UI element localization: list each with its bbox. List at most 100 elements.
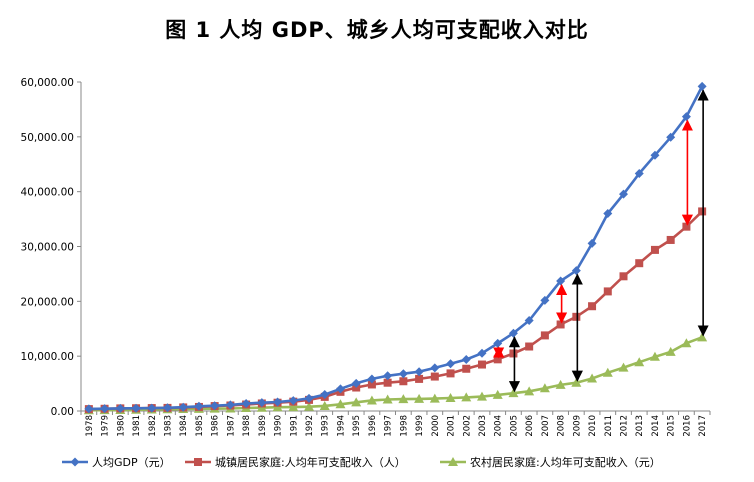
x-tick-label: 1982 [148,415,158,437]
data-point-series-1 [415,374,424,383]
data-point-series-2 [351,397,362,407]
data-point-series-0 [697,81,707,91]
data-point-series-0 [367,374,377,384]
x-tick-label: 2010 [588,415,598,437]
data-point-series-2 [634,357,645,367]
data-point-series-0 [681,112,691,122]
data-point-series-2 [272,402,283,412]
data-point-series-2 [366,395,377,405]
data-point-series-0 [257,398,267,408]
data-point-series-0 [414,367,424,377]
data-point-series-0 [556,276,566,286]
data-point-series-0 [540,295,550,305]
data-point-series-0 [194,401,204,411]
x-tick-label: 1996 [368,415,378,437]
x-tick-label: 2007 [541,415,551,437]
series-line-0 [88,85,704,411]
data-point-series-0 [273,397,283,407]
x-tick-label: 1992 [305,415,315,437]
x-tick-label: 1993 [321,415,331,437]
data-point-series-1 [493,355,502,364]
data-point-series-1 [650,245,659,254]
x-tick-label: 2001 [447,415,457,437]
x-tick-label: 2008 [557,415,567,437]
chart-title: 图 1 人均 GDP、城乡人均可支配收入对比 [165,18,589,42]
data-point-series-0 [650,150,660,160]
data-point-series-2 [319,400,330,410]
x-tick-label: 1985 [195,415,205,437]
data-point-series-0 [461,354,471,364]
y-tick-label: 10,000.00 [21,351,74,363]
data-point-series-0 [288,396,298,406]
x-tick-label: 2004 [494,415,504,437]
x-tick-label: 2006 [525,415,535,437]
data-point-series-2 [618,362,629,372]
data-point-series-0 [351,378,361,388]
data-point-series-0 [430,363,440,373]
data-point-series-1 [462,364,471,373]
data-point-series-1 [383,378,392,387]
x-tick-label: 1983 [163,415,173,437]
x-tick-label: 1990 [274,415,284,437]
x-tick-label: 2015 [667,415,677,437]
data-point-series-2 [414,393,425,403]
data-point-series-2 [429,393,440,403]
x-tick-label: 1995 [352,415,362,437]
data-point-series-2 [398,394,409,404]
x-tick-label: 2003 [478,415,488,437]
x-tick-label: 1989 [258,415,268,437]
x-tick-label: 2016 [682,415,692,437]
data-point-series-2 [555,379,566,389]
data-point-series-0 [320,390,330,400]
x-tick-label: 1988 [242,415,252,437]
data-point-series-0 [524,316,534,326]
data-point-series-2 [539,383,550,393]
x-tick-label: 2000 [431,415,441,437]
data-point-series-1 [698,207,707,216]
data-point-series-0 [147,403,157,413]
data-point-series-0 [178,402,188,412]
x-tick-label: 2014 [651,415,661,437]
data-point-series-0 [84,404,94,414]
data-point-series-0 [241,399,251,409]
data-point-series-1 [430,372,439,381]
x-tick-label: 1994 [336,415,346,437]
data-point-series-0 [571,266,581,276]
data-point-series-2 [665,346,676,356]
x-tick-label: 1991 [289,415,299,437]
data-point-series-2 [461,392,472,402]
x-tick-label: 1999 [415,415,425,437]
x-tick-label: 2009 [572,415,582,437]
data-point-series-0 [398,369,408,379]
data-point-series-0 [210,401,220,411]
y-tick-label: 30,000.00 [21,242,74,254]
y-tick-label: 0.00 [51,406,74,418]
data-point-series-0 [131,403,141,413]
data-point-series-0 [666,132,676,142]
x-tick-label: 1998 [399,415,409,437]
data-point-series-1 [603,287,612,296]
series-line-2 [88,336,703,412]
data-point-series-0 [508,328,518,338]
data-point-series-0 [446,359,456,369]
x-tick-label: 1984 [179,415,189,437]
data-point-series-1 [446,369,455,378]
data-point-series-0 [335,384,345,394]
data-point-series-0 [619,189,629,199]
x-tick-label: 2005 [509,415,519,437]
data-point-series-0 [225,400,235,410]
data-point-series-0 [603,209,613,219]
legend-marker-1 [194,458,202,466]
data-point-series-1 [666,235,675,244]
data-point-series-0 [162,403,172,413]
data-point-series-0 [100,404,110,414]
data-point-series-2 [681,338,692,348]
data-point-series-1 [556,320,565,329]
data-point-series-2 [288,402,299,412]
x-tick-label: 1987 [226,415,236,437]
data-point-series-2 [697,332,708,342]
x-tick-label: 2012 [620,415,630,437]
data-point-series-1 [635,259,644,268]
data-point-series-1 [477,360,486,369]
data-point-series-1 [682,222,691,231]
